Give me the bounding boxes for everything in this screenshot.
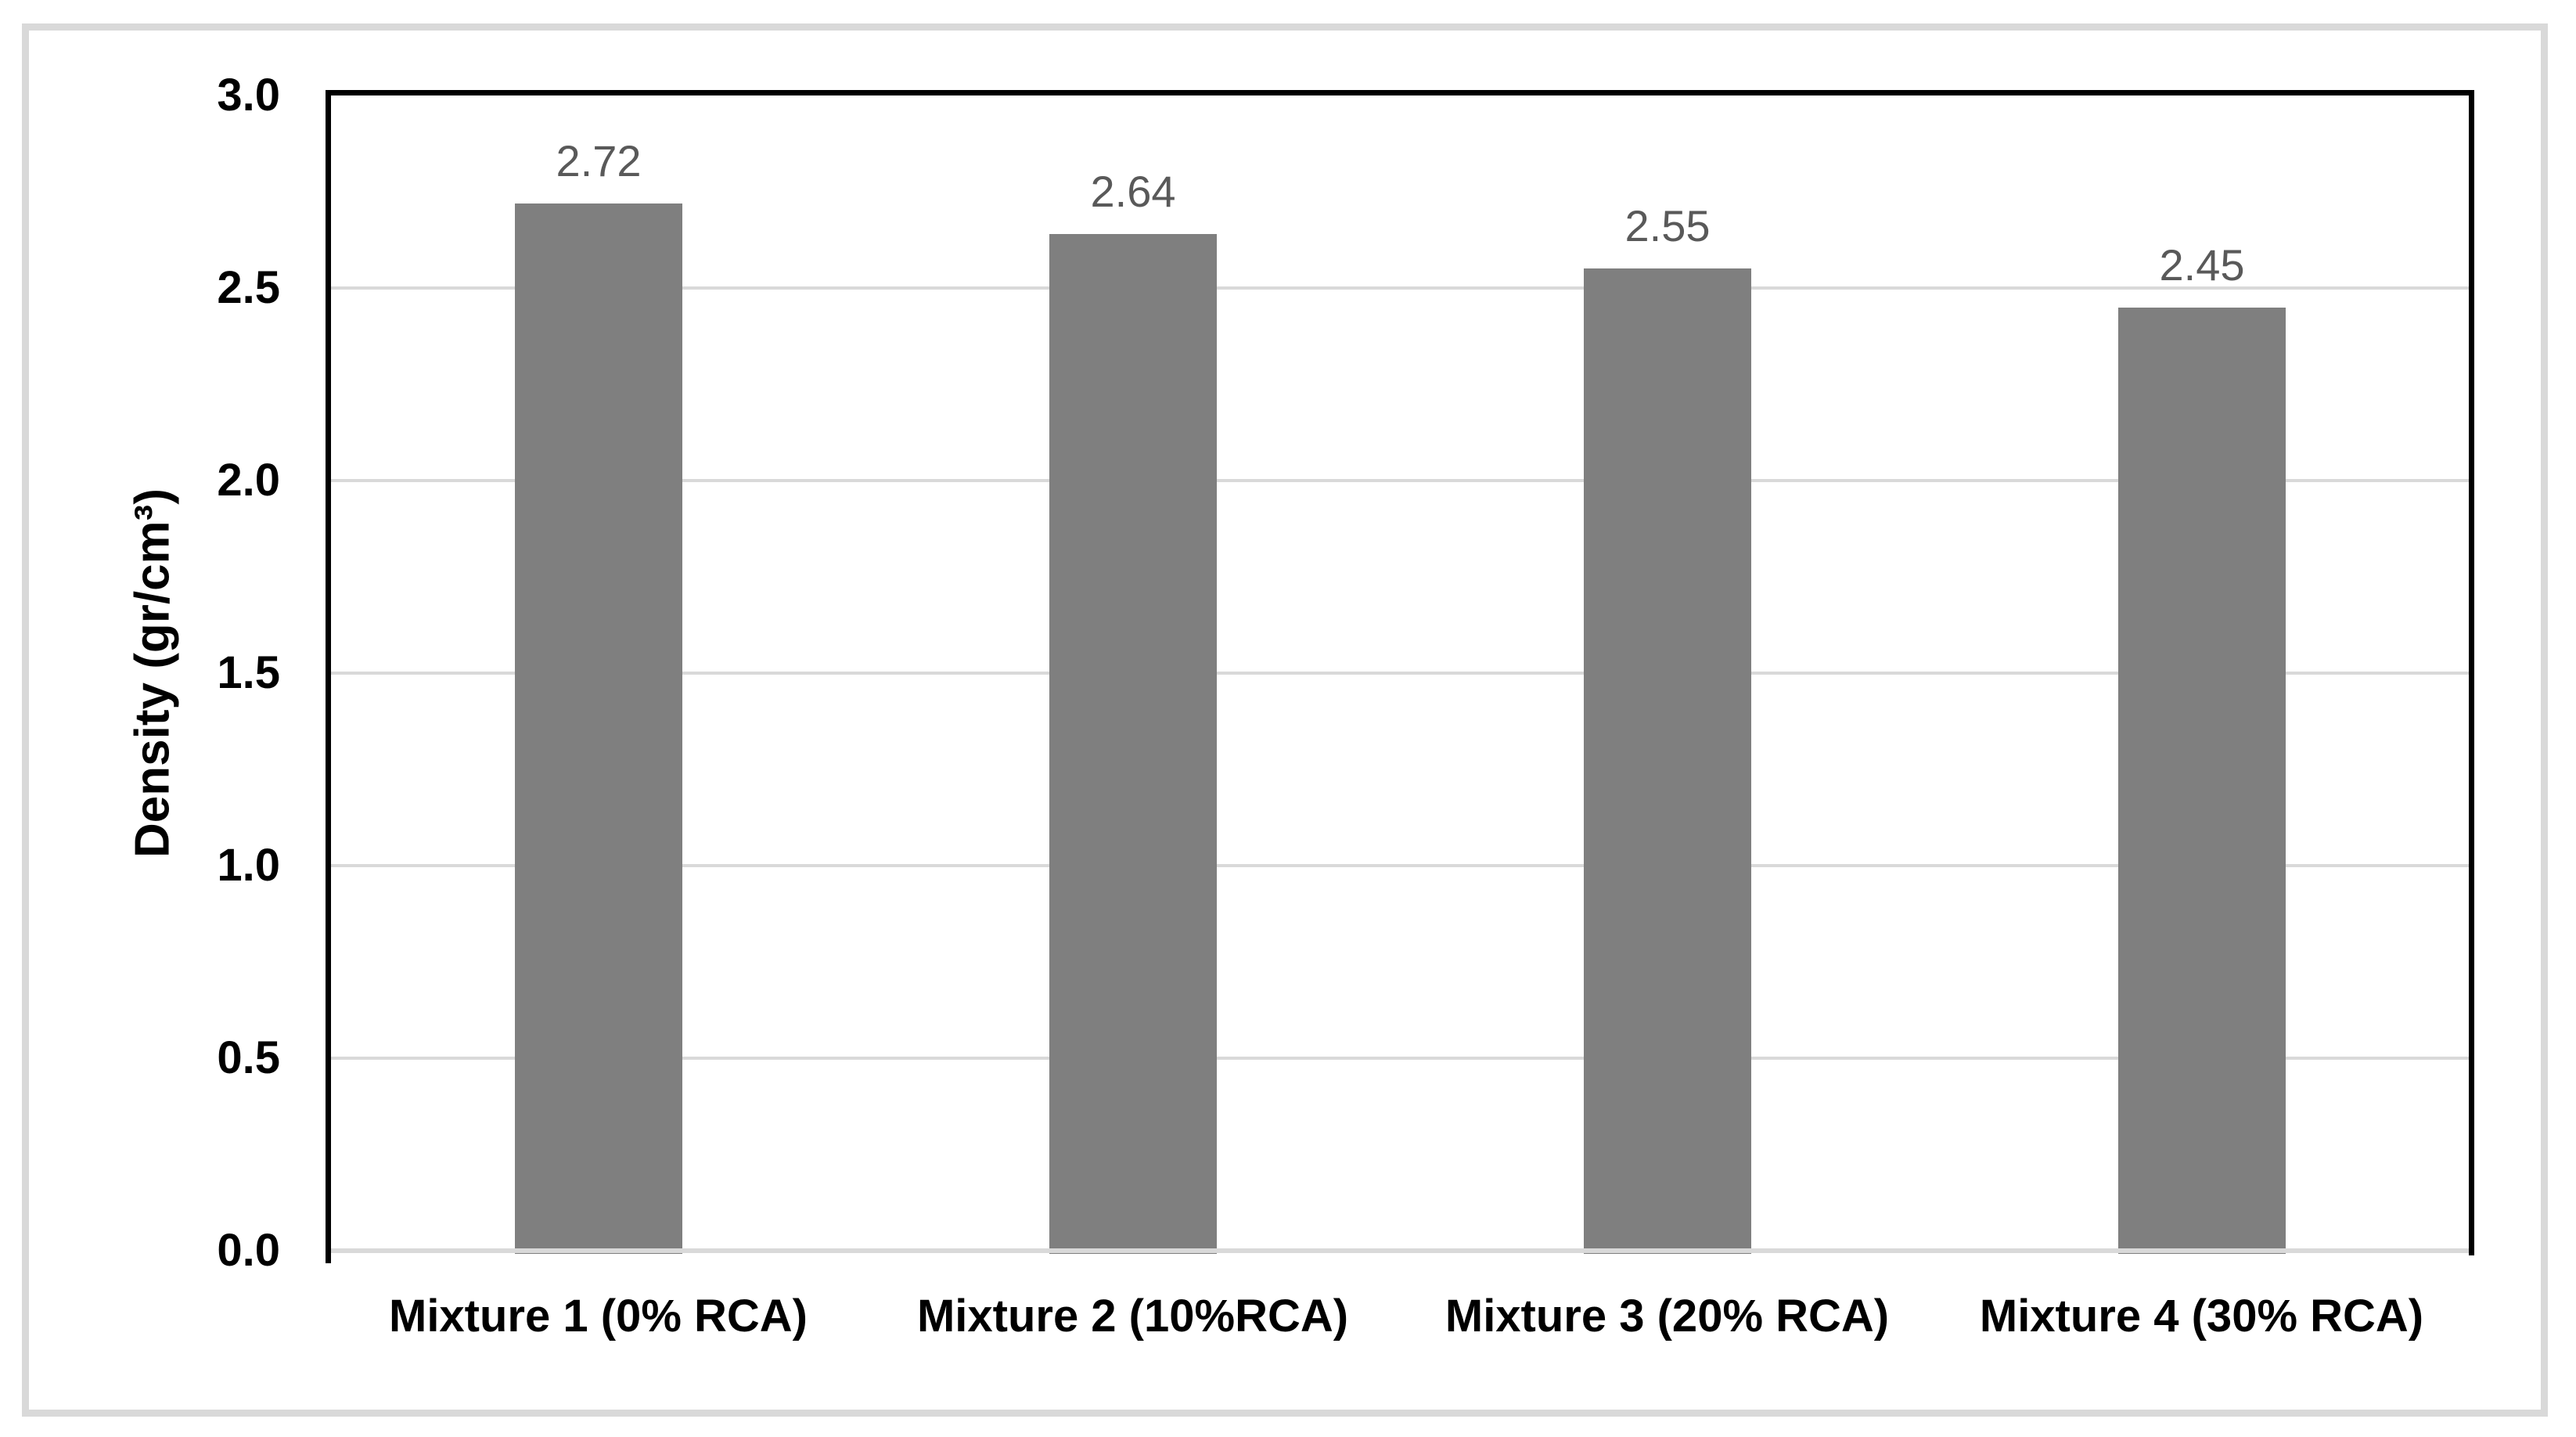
gridline xyxy=(331,864,2469,867)
bar-value-label: 2.45 xyxy=(2159,240,2245,290)
gridline xyxy=(331,479,2469,482)
y-axis-tick-label: 1.0 xyxy=(217,840,280,891)
bar-mixture-3 xyxy=(1584,268,1751,1254)
gridline xyxy=(331,286,2469,290)
y-axis-tick-label: 1.5 xyxy=(217,647,280,698)
bar-value-label: 2.72 xyxy=(556,136,642,185)
y-axis-tick-label: 0.5 xyxy=(217,1032,280,1083)
plot-border-right xyxy=(2469,90,2474,1255)
y-axis-line xyxy=(326,90,331,1263)
x-axis-category-label: Mixture 4 (30% RCA) xyxy=(1979,1291,2424,1342)
bar-mixture-1 xyxy=(515,203,682,1254)
gridline xyxy=(331,672,2469,675)
y-axis-tick-label: 0.0 xyxy=(217,1225,280,1276)
bar-mixture-4 xyxy=(2118,308,2286,1254)
y-axis-tick-label: 3.0 xyxy=(217,70,280,121)
bar-value-label: 2.55 xyxy=(1624,201,1711,250)
x-axis-category-label: Mixture 3 (20% RCA) xyxy=(1445,1291,1890,1342)
plot-border-top xyxy=(326,90,2474,95)
bar-mixture-2 xyxy=(1049,234,1217,1254)
y-axis-tick-label: 2.0 xyxy=(217,455,280,506)
x-axis-category-label: Mixture 2 (10%RCA) xyxy=(916,1291,1349,1342)
gridline xyxy=(331,1057,2469,1060)
y-axis-tick-label: 2.5 xyxy=(217,262,280,313)
x-axis-category-label: Mixture 1 (0% RCA) xyxy=(389,1291,808,1342)
bar-value-label: 2.64 xyxy=(1090,167,1176,216)
x-axis-line xyxy=(331,1248,2469,1253)
figure-border xyxy=(22,23,2548,1417)
